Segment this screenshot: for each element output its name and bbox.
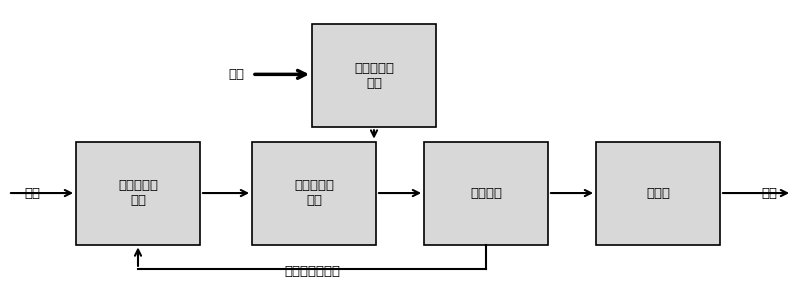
Text: 低强度超声
处理: 低强度超声 处理 [354,62,394,90]
Text: 脱水: 脱水 [762,186,778,200]
Bar [312,24,436,127]
Text: 酸性发酵液回流: 酸性发酵液回流 [284,265,340,278]
Text: 污泥: 污泥 [228,68,244,81]
Bar [252,142,376,245]
Text: 污泥秸秆均
质池: 污泥秸秆均 质池 [294,179,334,207]
Bar [596,142,720,245]
Bar [76,142,200,245]
Text: 秸秆酸解预
处理: 秸秆酸解预 处理 [118,179,158,207]
Text: 产甲烷: 产甲烷 [646,186,670,200]
Text: 水解酸化: 水解酸化 [470,186,502,200]
Bar [424,142,548,245]
Text: 秸秆: 秸秆 [24,186,40,200]
